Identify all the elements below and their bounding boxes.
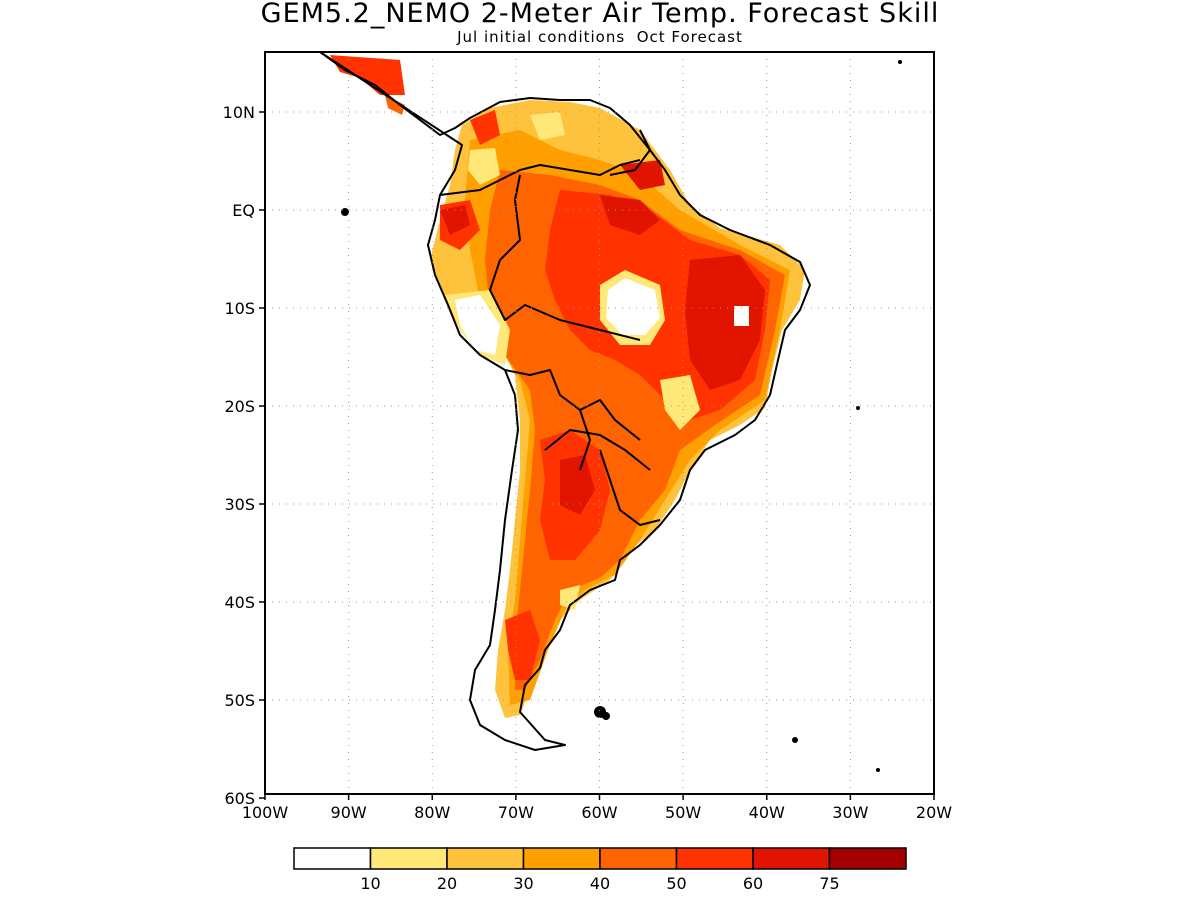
latitude-axis: 10N EQ 10S 20S 30S 40S 50S 60S: [223, 103, 265, 808]
lon-tick-label: 90W: [331, 803, 367, 822]
lon-tick-label: 50W: [665, 803, 701, 822]
color-bar-bin: [293, 847, 372, 870]
color-bar-bin: [828, 847, 907, 870]
color-bar-bin: [369, 847, 448, 870]
skill-shading: [330, 55, 805, 718]
color-bar-bin: [752, 847, 831, 870]
lat-tick-label: 10N: [223, 103, 255, 122]
longitude-axis: 100W 90W 80W 70W 60W 50W 40W 30W 20W: [242, 794, 952, 822]
lon-tick-label: 70W: [498, 803, 534, 822]
lat-tick-label: 20S: [224, 397, 255, 416]
color-bar-bin: [675, 847, 754, 870]
lon-tick-label: 40W: [749, 803, 785, 822]
map-grid: [265, 52, 934, 794]
color-bar-label: 50: [666, 874, 686, 893]
color-bar-label: 10: [360, 874, 380, 893]
color-bar-bin: [599, 847, 678, 870]
color-bar-label: 20: [437, 874, 457, 893]
color-bar-label: 30: [513, 874, 533, 893]
lon-tick-label: 100W: [242, 803, 289, 822]
map-title: GEM5.2_NEMO 2-Meter Air Temp. Forecast S…: [260, 0, 940, 29]
color-bar: 10 20 30 40 50 60 75: [293, 847, 907, 893]
color-bar-bin: [522, 847, 601, 870]
lon-tick-label: 60W: [581, 803, 617, 822]
islands: [341, 60, 902, 772]
lat-tick-label: 50S: [224, 691, 255, 710]
lat-tick-label: 40S: [224, 593, 255, 612]
map-subtitle: Jul initial conditions Oct Forecast: [457, 28, 743, 46]
lat-tick-label: EQ: [232, 201, 255, 220]
lat-tick-label: 30S: [224, 495, 255, 514]
color-bar-bin: [446, 847, 525, 870]
color-bar-label: 75: [819, 874, 839, 893]
lon-tick-label: 30W: [832, 803, 868, 822]
color-bar-label: 40: [590, 874, 610, 893]
lat-tick-label: 60S: [224, 789, 255, 808]
lon-tick-label: 20W: [916, 803, 952, 822]
lat-tick-label: 10S: [224, 299, 255, 318]
coastlines: [319, 52, 811, 751]
lon-tick-label: 80W: [414, 803, 450, 822]
color-bar-label: 60: [743, 874, 763, 893]
